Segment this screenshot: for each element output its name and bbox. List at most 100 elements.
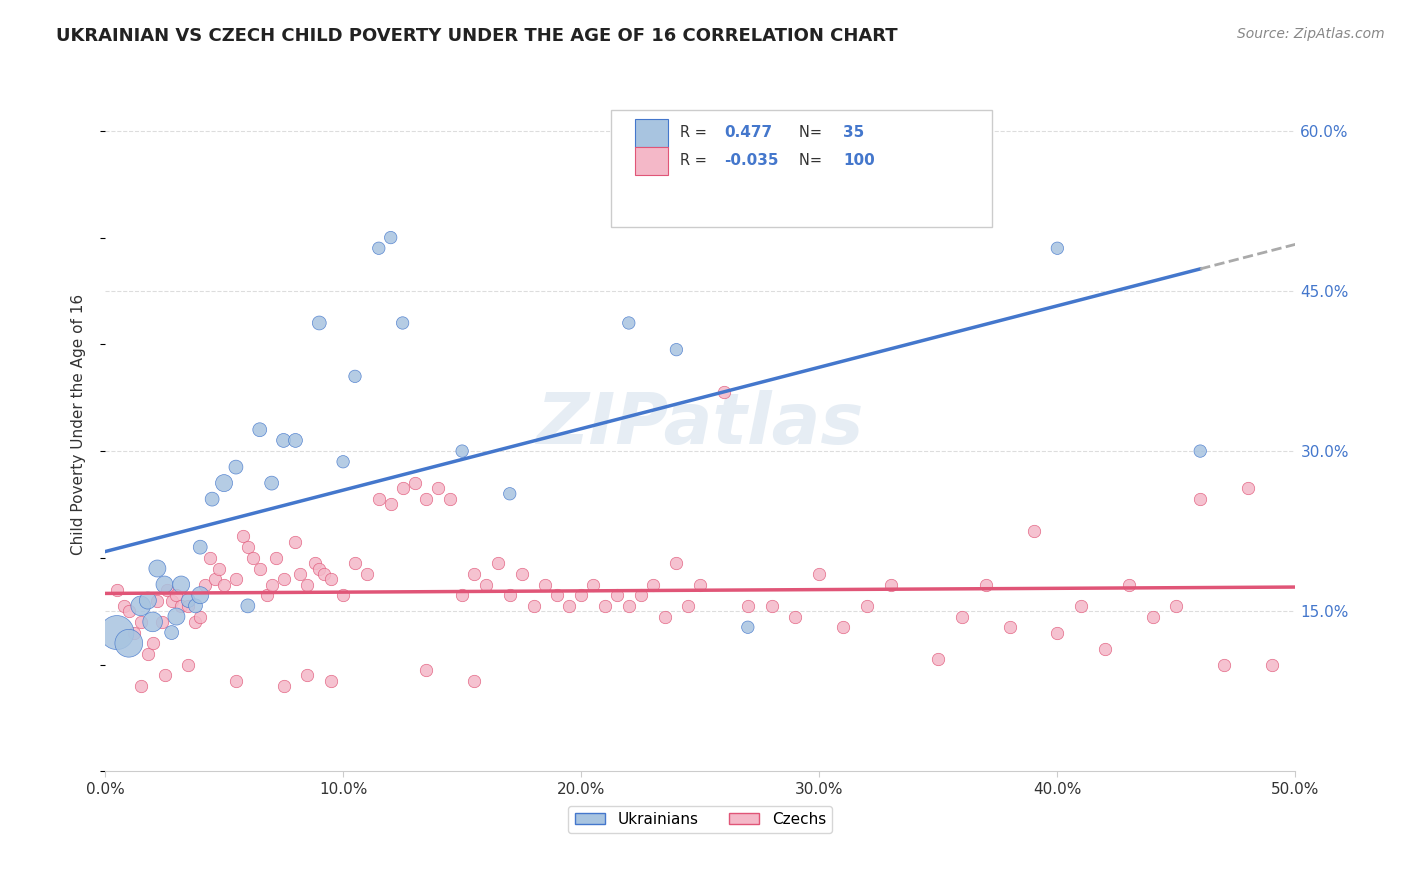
Point xyxy=(308,316,330,330)
Point xyxy=(606,588,628,602)
Point xyxy=(832,620,855,634)
Point xyxy=(343,556,366,570)
Point xyxy=(297,668,319,682)
Point xyxy=(569,588,592,602)
Text: N=: N= xyxy=(799,153,827,169)
Point xyxy=(1189,492,1212,507)
Point xyxy=(177,593,200,607)
Point xyxy=(198,550,221,565)
Point xyxy=(188,540,211,554)
Point xyxy=(332,455,354,469)
Point xyxy=(654,609,676,624)
Point xyxy=(204,572,226,586)
Point xyxy=(415,492,437,507)
Point xyxy=(391,316,413,330)
Point xyxy=(451,444,474,458)
Point xyxy=(665,343,688,357)
Point xyxy=(194,577,217,591)
Point xyxy=(225,673,247,688)
Point xyxy=(367,492,389,507)
Point xyxy=(129,599,152,613)
Point xyxy=(1094,641,1116,656)
Point xyxy=(118,636,141,650)
Point xyxy=(170,599,193,613)
Point xyxy=(321,673,343,688)
Point xyxy=(208,561,231,575)
Point xyxy=(142,636,165,650)
Point xyxy=(463,566,485,581)
Point xyxy=(856,599,879,613)
Point xyxy=(1070,599,1092,613)
Text: 35: 35 xyxy=(844,126,865,140)
Point xyxy=(188,609,211,624)
Point xyxy=(242,550,264,565)
Point xyxy=(129,679,152,693)
Point xyxy=(184,599,207,613)
Point xyxy=(367,241,389,255)
Point xyxy=(177,657,200,672)
Point xyxy=(105,625,128,640)
Point xyxy=(236,540,259,554)
Point xyxy=(188,588,211,602)
Point xyxy=(236,599,259,613)
Text: 100: 100 xyxy=(844,153,875,169)
Point xyxy=(1189,444,1212,458)
Point xyxy=(312,566,335,581)
Point xyxy=(713,385,735,400)
Point xyxy=(136,593,159,607)
Point xyxy=(415,663,437,677)
Point xyxy=(332,588,354,602)
Point xyxy=(582,577,605,591)
Point xyxy=(1046,625,1069,640)
Point xyxy=(761,599,783,613)
FancyBboxPatch shape xyxy=(634,119,668,147)
Point xyxy=(617,316,640,330)
Point xyxy=(290,566,312,581)
Point xyxy=(266,550,288,565)
Point xyxy=(165,609,187,624)
Point xyxy=(304,556,326,570)
Point xyxy=(225,460,247,475)
Point xyxy=(1118,577,1140,591)
Y-axis label: Child Poverty Under the Age of 16: Child Poverty Under the Age of 16 xyxy=(72,293,86,555)
Point xyxy=(153,577,176,591)
Point xyxy=(260,577,283,591)
Text: N=: N= xyxy=(799,126,827,140)
Point xyxy=(122,625,145,640)
Point xyxy=(184,615,207,629)
Point xyxy=(156,582,179,597)
Point xyxy=(297,577,319,591)
Point xyxy=(510,566,533,581)
Point xyxy=(785,609,807,624)
Point xyxy=(146,593,169,607)
Point xyxy=(160,625,183,640)
FancyBboxPatch shape xyxy=(634,147,668,175)
Point xyxy=(177,599,200,613)
Point xyxy=(153,668,176,682)
Point xyxy=(546,588,568,602)
Point xyxy=(356,566,378,581)
Point xyxy=(142,615,165,629)
Point xyxy=(593,599,616,613)
Point xyxy=(463,673,485,688)
FancyBboxPatch shape xyxy=(612,110,991,227)
Point xyxy=(212,476,235,491)
Point xyxy=(136,647,159,661)
Point xyxy=(678,599,700,613)
Point xyxy=(439,492,461,507)
Point xyxy=(1237,482,1260,496)
Point xyxy=(534,577,557,591)
Point xyxy=(273,572,295,586)
Point xyxy=(256,588,278,602)
Point xyxy=(105,582,128,597)
Point xyxy=(225,572,247,586)
Point xyxy=(522,599,544,613)
Point xyxy=(1260,657,1282,672)
Point xyxy=(1046,241,1069,255)
Point xyxy=(249,423,271,437)
Point xyxy=(1213,657,1236,672)
Point xyxy=(232,529,254,543)
Text: UKRAINIAN VS CZECH CHILD POVERTY UNDER THE AGE OF 16 CORRELATION CHART: UKRAINIAN VS CZECH CHILD POVERTY UNDER T… xyxy=(56,27,898,45)
Point xyxy=(170,577,193,591)
Point xyxy=(201,492,224,507)
